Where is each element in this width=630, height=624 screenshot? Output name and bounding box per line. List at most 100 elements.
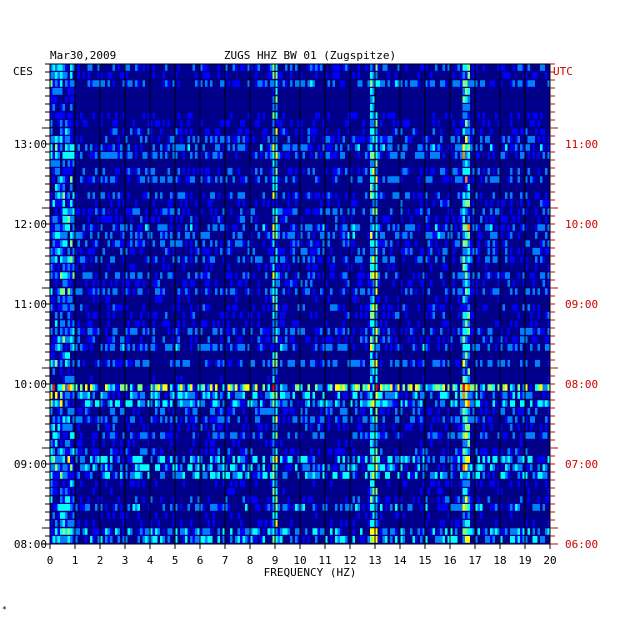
spectrogram-cell (170, 216, 173, 223)
spectrogram-cell (442, 360, 445, 367)
spectrogram-cell (417, 256, 420, 263)
spectrogram-cell (60, 472, 63, 479)
spectrogram-cell (95, 168, 98, 175)
spectrogram-cell (192, 392, 195, 399)
spectrogram-cell (110, 432, 113, 439)
spectrogram-cell (217, 152, 220, 159)
spectrogram-cell (52, 216, 55, 223)
spectrogram-cell (180, 144, 183, 151)
spectrogram-cell (327, 344, 330, 351)
spectrogram-cell (272, 392, 275, 399)
spectrogram-cell (157, 296, 160, 303)
spectrogram-cell (502, 224, 505, 231)
spectrogram-cell (530, 400, 533, 407)
spectrogram-cell (260, 400, 263, 407)
spectrogram-cell (172, 80, 175, 87)
spectrogram-cell (55, 200, 58, 207)
spectrogram-cell (537, 496, 540, 503)
spectrogram-cell (510, 392, 513, 399)
spectrogram-cell (352, 200, 355, 207)
spectrogram-cell (467, 480, 470, 487)
spectrogram-cell (270, 232, 273, 239)
spectrogram-cell (362, 136, 365, 143)
spectrogram-cell (237, 528, 240, 535)
spectrogram-cell (292, 448, 295, 455)
spectrogram-cell (282, 384, 285, 391)
spectrogram-cell (495, 448, 498, 455)
spectrogram-cell (285, 464, 288, 471)
spectrogram-cell (132, 272, 135, 279)
spectrogram-cell (500, 488, 503, 495)
spectrogram-cell (417, 384, 420, 391)
spectrogram-cell (152, 112, 155, 119)
spectrogram-cell (307, 168, 310, 175)
spectrogram-cell (425, 384, 428, 391)
spectrogram-cell (172, 240, 175, 247)
spectrogram-cell (390, 456, 393, 463)
spectrogram-cell (275, 496, 278, 503)
spectrogram-cell (330, 520, 333, 527)
spectrogram-cell (480, 80, 483, 87)
spectrogram-cell (90, 288, 93, 295)
spectrogram-cell (225, 72, 228, 79)
spectrogram-cell (52, 264, 55, 271)
spectrogram-cell (392, 224, 395, 231)
spectrogram-cell (362, 248, 365, 255)
spectrogram-cell (80, 392, 83, 399)
spectrogram-cell (62, 432, 65, 439)
spectrogram-cell (72, 472, 75, 479)
spectrogram-cell (147, 432, 150, 439)
spectrogram-cell (465, 408, 468, 415)
spectrogram-cell (467, 88, 470, 95)
spectrogram-cell (87, 464, 90, 471)
spectrogram-cell (380, 408, 383, 415)
spectrogram-cell (250, 528, 253, 535)
spectrogram-cell (67, 224, 70, 231)
spectrogram-cell (127, 64, 130, 71)
spectrogram-cell (87, 504, 90, 511)
spectrogram-cell (72, 416, 75, 423)
spectrogram-cell (267, 464, 270, 471)
spectrogram-cell (222, 392, 225, 399)
spectrogram-cell (130, 328, 133, 335)
spectrogram-cell (287, 208, 290, 215)
spectrogram-cell (237, 336, 240, 343)
spectrogram-cell (120, 448, 123, 455)
spectrogram-cell (320, 288, 323, 295)
spectrogram-cell (425, 168, 428, 175)
spectrogram-cell (512, 432, 515, 439)
spectrogram-cell (507, 176, 510, 183)
spectrogram-cell (147, 384, 150, 391)
spectrogram-cell (105, 384, 108, 391)
spectrogram-cell (465, 192, 468, 199)
spectrogram-cell (352, 72, 355, 79)
spectrogram-cell (462, 88, 465, 95)
spectrogram-cell (132, 248, 135, 255)
spectrogram-cell (530, 456, 533, 463)
spectrogram-cell (57, 184, 60, 191)
spectrogram-cell (432, 416, 435, 423)
spectrogram-cell (360, 304, 363, 311)
spectrogram-cell (547, 520, 550, 527)
spectrogram-cell (420, 440, 423, 447)
spectrogram-cell (537, 304, 540, 311)
spectrogram-cell (65, 232, 68, 239)
spectrogram-cell (327, 112, 330, 119)
spectrogram-cell (547, 152, 550, 159)
spectrogram-cell (207, 128, 210, 135)
spectrogram-cell (462, 488, 465, 495)
spectrogram-cell (475, 504, 478, 511)
spectrogram-cell (65, 80, 68, 87)
spectrogram-cell (272, 416, 275, 423)
spectrogram-cell (187, 328, 190, 335)
spectrogram-cell (132, 416, 135, 423)
spectrogram-cell (272, 408, 275, 415)
spectrogram-cell (62, 528, 65, 535)
spectrogram-cell (242, 176, 245, 183)
spectrogram-cell (115, 416, 118, 423)
spectrogram-cell (432, 384, 435, 391)
spectrogram-cell (397, 64, 400, 71)
spectrogram-cell (205, 248, 208, 255)
spectrogram-cell (472, 80, 475, 87)
spectrogram-cell (335, 168, 338, 175)
